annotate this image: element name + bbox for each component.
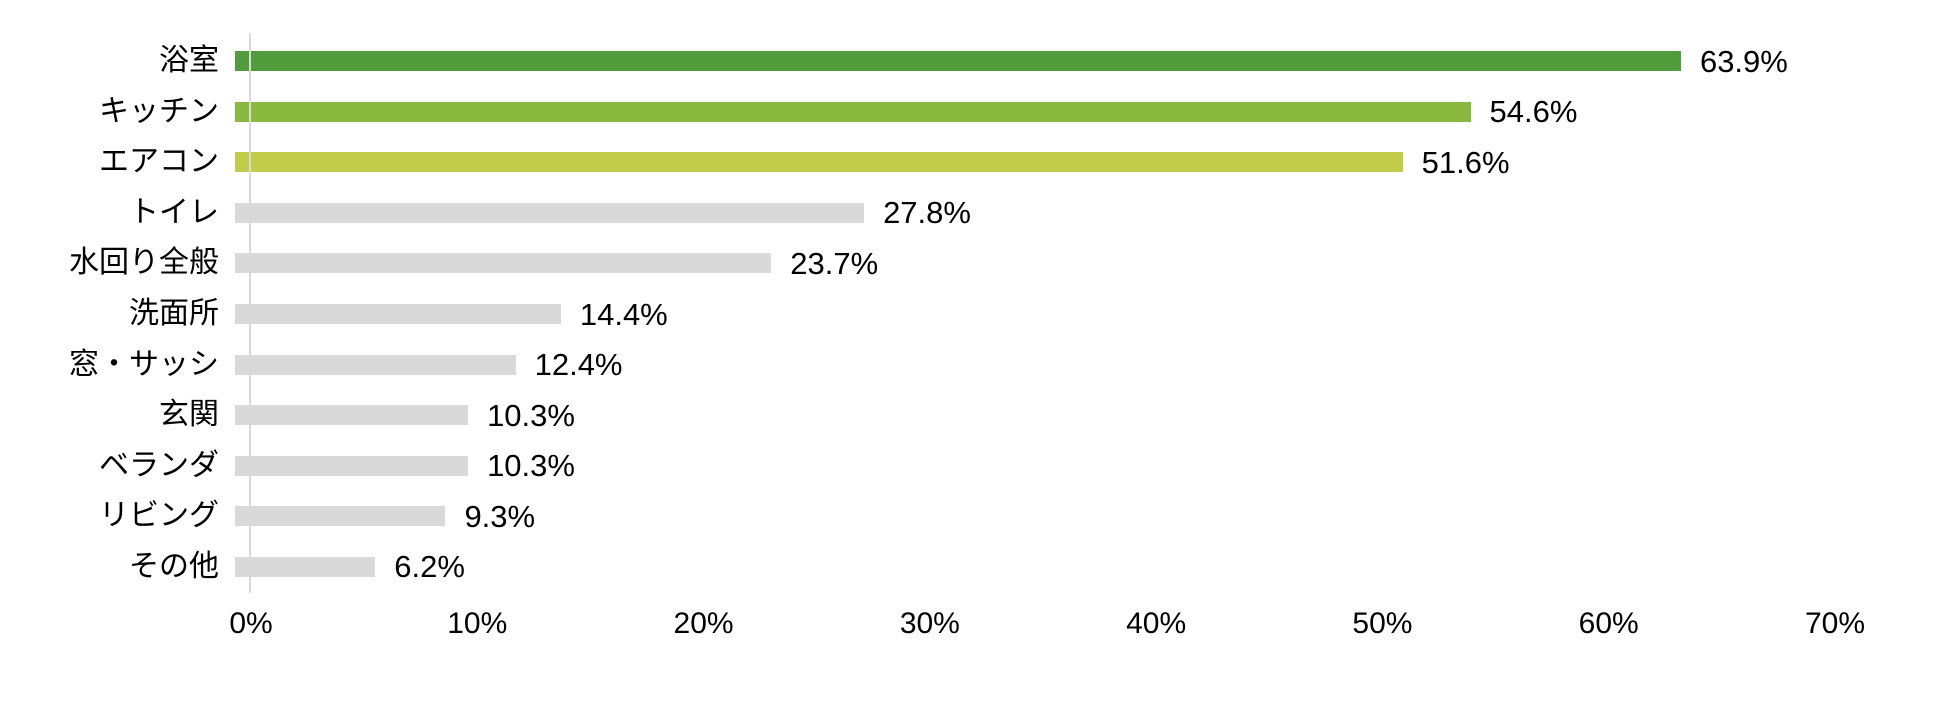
value-label: 10.3% (487, 448, 575, 484)
chart-row: ベランダ 10.3% (0, 440, 1950, 491)
x-axis-tick: 60% (1578, 607, 1639, 640)
bar (235, 304, 561, 324)
chart-row: リビング 9.3% (0, 491, 1950, 542)
category-label: 浴室 (159, 44, 219, 78)
x-axis-tick: 0% (229, 607, 273, 640)
bar (235, 556, 376, 577)
y-axis-line (249, 33, 251, 593)
category-label: トイレ (129, 195, 219, 229)
bar (235, 455, 469, 476)
x-axis: 0% 10% 20% 30% 40% 50% 60% 70% (0, 606, 1950, 651)
value-label: 54.6% (1489, 94, 1578, 130)
value-label: 51.6% (1421, 144, 1510, 180)
bar (235, 253, 772, 274)
chart-plot-area: 浴室 63.9% キッチン 54.6% エアコン 51.6% トイレ 27.8% 水回り全般 23… (0, 36, 1950, 592)
bar (235, 506, 446, 527)
bar (235, 202, 865, 223)
chart-row: 浴室 63.9% (0, 36, 1950, 87)
bar (235, 405, 469, 426)
bar (235, 152, 1403, 173)
category-label: 玄関 (159, 398, 219, 432)
chart-row: キッチン 54.6% (0, 87, 1950, 138)
bar (235, 51, 1681, 72)
x-axis-tick: 40% (1126, 607, 1187, 640)
category-label: キッチン (99, 94, 219, 128)
chart-row: 洗面所 14.4% (0, 289, 1950, 340)
bar (235, 101, 1471, 122)
value-label: 23.7% (790, 245, 879, 281)
value-label: 9.3% (464, 498, 536, 534)
x-axis-tick: 70% (1804, 607, 1866, 640)
chart-row: その他 6.2% (0, 541, 1950, 592)
category-label: ベランダ (99, 448, 219, 482)
chart-row: 窓・サッシ 12.4% (0, 339, 1950, 390)
x-axis-tick: 10% (447, 607, 508, 640)
x-axis-tick: 30% (899, 607, 960, 640)
x-axis-tick: 20% (673, 607, 734, 640)
category-label: 窓・サッシ (69, 347, 219, 381)
value-label: 6.2% (394, 549, 465, 585)
value-label: 27.8% (883, 195, 971, 231)
value-label: 10.3% (487, 397, 575, 433)
category-label: 洗面所 (129, 297, 219, 330)
chart-row: 水回り全般 23.7% (0, 238, 1950, 289)
bar (235, 354, 516, 375)
chart-row: トイレ 27.8% (0, 188, 1950, 239)
x-axis-tick: 50% (1352, 607, 1413, 640)
value-label: 14.4% (579, 296, 668, 332)
chart-row: エアコン 51.6% (0, 137, 1950, 188)
value-label: 12.4% (534, 347, 623, 383)
chart-row: 玄関 10.3% (0, 390, 1950, 441)
category-label: その他 (129, 549, 219, 583)
category-label: リビング (99, 499, 219, 533)
category-label: エアコン (99, 145, 219, 179)
category-label: 水回り全般 (69, 246, 219, 280)
value-label: 63.9% (1699, 43, 1788, 79)
